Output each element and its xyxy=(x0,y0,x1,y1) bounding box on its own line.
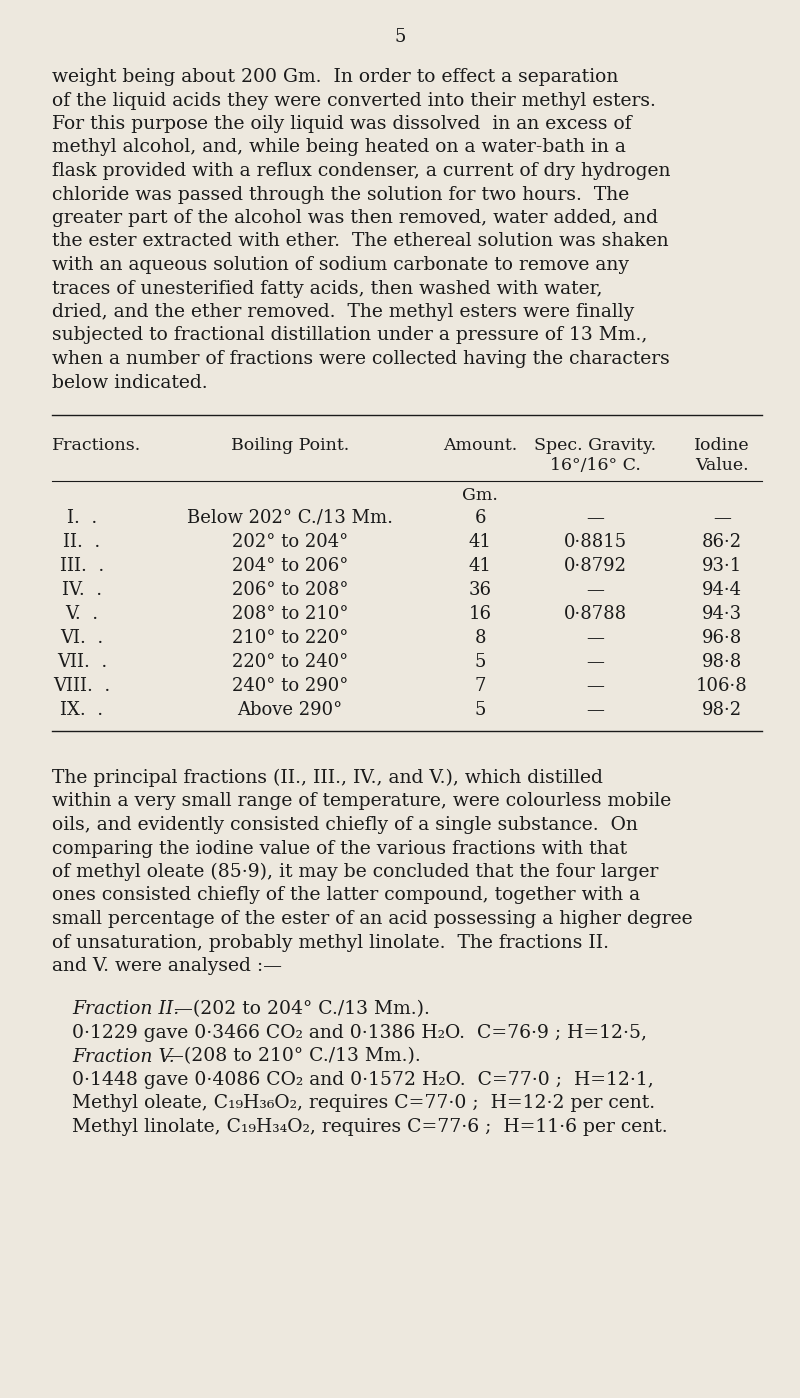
Text: weight being about 200 Gm.  In order to effect a separation: weight being about 200 Gm. In order to e… xyxy=(52,69,618,87)
Text: of unsaturation, probably methyl linolate.  The fractions II.: of unsaturation, probably methyl linolat… xyxy=(52,934,609,952)
Text: flask provided with a reflux condenser, a current of dry hydrogen: flask provided with a reflux condenser, … xyxy=(52,162,670,180)
Text: 16°/16° C.: 16°/16° C. xyxy=(550,457,641,474)
Text: Fraction V.: Fraction V. xyxy=(72,1047,174,1065)
Text: greater part of the alcohol was then removed, water added, and: greater part of the alcohol was then rem… xyxy=(52,208,658,226)
Text: —(208 to 210° C./13 Mm.).: —(208 to 210° C./13 Mm.). xyxy=(165,1047,421,1065)
Text: 98·2: 98·2 xyxy=(702,700,742,719)
Text: VI.  .: VI. . xyxy=(60,629,104,647)
Text: methyl alcohol, and, while being heated on a water-bath in a: methyl alcohol, and, while being heated … xyxy=(52,138,626,157)
Text: 0·1448 gave 0·4086 CO₂ and 0·1572 H₂O.  C=77·0 ;  H=12·1,: 0·1448 gave 0·4086 CO₂ and 0·1572 H₂O. C… xyxy=(72,1071,654,1089)
Text: 206° to 208°: 206° to 208° xyxy=(232,582,348,598)
Text: 6: 6 xyxy=(474,509,486,527)
Text: 5: 5 xyxy=(474,700,486,719)
Text: Amount.: Amount. xyxy=(443,438,517,454)
Text: of methyl oleate (85·9), it may be concluded that the four larger: of methyl oleate (85·9), it may be concl… xyxy=(52,863,658,881)
Text: —: — xyxy=(586,700,604,719)
Text: —: — xyxy=(586,677,604,695)
Text: 7: 7 xyxy=(474,677,486,695)
Text: 94·4: 94·4 xyxy=(702,582,742,598)
Text: 0·8792: 0·8792 xyxy=(563,556,626,575)
Text: 86·2: 86·2 xyxy=(702,533,742,551)
Text: IV.  .: IV. . xyxy=(62,582,102,598)
Text: IX.  .: IX. . xyxy=(61,700,103,719)
Text: of the liquid acids they were converted into their methyl esters.: of the liquid acids they were converted … xyxy=(52,91,656,109)
Text: 93·1: 93·1 xyxy=(702,556,742,575)
Text: within a very small range of temperature, were colourless mobile: within a very small range of temperature… xyxy=(52,793,671,811)
Text: traces of unesterified fatty acids, then washed with water,: traces of unesterified fatty acids, then… xyxy=(52,280,602,298)
Text: 41: 41 xyxy=(469,556,491,575)
Text: 202° to 204°: 202° to 204° xyxy=(232,533,348,551)
Text: small percentage of the ester of an acid possessing a higher degree: small percentage of the ester of an acid… xyxy=(52,910,693,928)
Text: below indicated.: below indicated. xyxy=(52,373,208,391)
Text: Gm.: Gm. xyxy=(462,487,498,505)
Text: II.  .: II. . xyxy=(63,533,101,551)
Text: —: — xyxy=(586,653,604,671)
Text: 36: 36 xyxy=(469,582,491,598)
Text: III.  .: III. . xyxy=(60,556,104,575)
Text: chloride was passed through the solution for two hours.  The: chloride was passed through the solution… xyxy=(52,186,630,204)
Text: dried, and the ether removed.  The methyl esters were finally: dried, and the ether removed. The methyl… xyxy=(52,303,634,322)
Text: —: — xyxy=(713,509,731,527)
Text: Above 290°: Above 290° xyxy=(238,700,342,719)
Text: —(202 to 204° C./13 Mm.).: —(202 to 204° C./13 Mm.). xyxy=(174,1001,430,1019)
Text: For this purpose the oily liquid was dissolved  in an excess of: For this purpose the oily liquid was dis… xyxy=(52,115,632,133)
Text: and V. were analysed :—: and V. were analysed :— xyxy=(52,958,282,974)
Text: I.  .: I. . xyxy=(67,509,97,527)
Text: Value.: Value. xyxy=(695,457,749,474)
Text: 204° to 206°: 204° to 206° xyxy=(232,556,348,575)
Text: Methyl oleate, C₁₉H₃₆O₂, requires C=77·0 ;  H=12·2 per cent.: Methyl oleate, C₁₉H₃₆O₂, requires C=77·0… xyxy=(72,1095,655,1113)
Text: 0·1229 gave 0·3466 CO₂ and 0·1386 H₂O.  C=76·9 ; H=12·5,: 0·1229 gave 0·3466 CO₂ and 0·1386 H₂O. C… xyxy=(72,1023,647,1042)
Text: 96·8: 96·8 xyxy=(702,629,742,647)
Text: Fraction II.: Fraction II. xyxy=(72,1001,179,1019)
Text: 16: 16 xyxy=(469,605,491,624)
Text: oils, and evidently consisted chiefly of a single substance.  On: oils, and evidently consisted chiefly of… xyxy=(52,816,638,835)
Text: the ester extracted with ether.  The ethereal solution was shaken: the ester extracted with ether. The ethe… xyxy=(52,232,669,250)
Text: —: — xyxy=(586,629,604,647)
Text: Methyl linolate, C₁₉H₃₄O₂, requires C=77·6 ;  H=11·6 per cent.: Methyl linolate, C₁₉H₃₄O₂, requires C=77… xyxy=(72,1118,668,1137)
Text: 208° to 210°: 208° to 210° xyxy=(232,605,348,624)
Text: —: — xyxy=(586,582,604,598)
Text: Boiling Point.: Boiling Point. xyxy=(231,438,349,454)
Text: ones consisted chiefly of the latter compound, together with a: ones consisted chiefly of the latter com… xyxy=(52,886,640,905)
Text: 220° to 240°: 220° to 240° xyxy=(232,653,348,671)
Text: subjected to fractional distillation under a pressure of 13 Mm.,: subjected to fractional distillation und… xyxy=(52,327,647,344)
Text: Spec. Gravity.: Spec. Gravity. xyxy=(534,438,656,454)
Text: Iodine: Iodine xyxy=(694,438,750,454)
Text: VIII.  .: VIII. . xyxy=(54,677,110,695)
Text: Below 202° C./13 Mm.: Below 202° C./13 Mm. xyxy=(187,509,393,527)
Text: 94·3: 94·3 xyxy=(702,605,742,624)
Text: 5: 5 xyxy=(394,28,406,46)
Text: with an aqueous solution of sodium carbonate to remove any: with an aqueous solution of sodium carbo… xyxy=(52,256,629,274)
Text: 41: 41 xyxy=(469,533,491,551)
Text: 98·8: 98·8 xyxy=(702,653,742,671)
Text: 0·8815: 0·8815 xyxy=(563,533,626,551)
Text: 240° to 290°: 240° to 290° xyxy=(232,677,348,695)
Text: when a number of fractions were collected having the characters: when a number of fractions were collecte… xyxy=(52,350,670,368)
Text: The principal fractions (II., III., IV., and V.), which distilled: The principal fractions (II., III., IV.,… xyxy=(52,769,603,787)
Text: V.  .: V. . xyxy=(66,605,98,624)
Text: —: — xyxy=(586,509,604,527)
Text: 106·8: 106·8 xyxy=(696,677,748,695)
Text: 8: 8 xyxy=(474,629,486,647)
Text: 210° to 220°: 210° to 220° xyxy=(232,629,348,647)
Text: VII.  .: VII. . xyxy=(57,653,107,671)
Text: 0·8788: 0·8788 xyxy=(563,605,626,624)
Text: 5: 5 xyxy=(474,653,486,671)
Text: Fractions.: Fractions. xyxy=(52,438,142,454)
Text: comparing the iodine value of the various fractions with that: comparing the iodine value of the variou… xyxy=(52,840,627,857)
